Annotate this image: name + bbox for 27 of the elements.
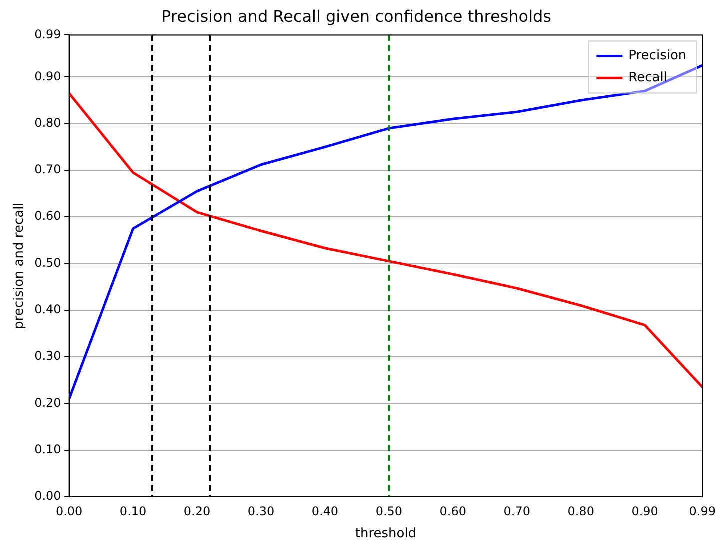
y-tick-label: 0.00 (34, 489, 62, 504)
x-tick-label: 0.30 (248, 504, 275, 518)
legend-label: Recall (628, 70, 668, 86)
x-axis-title: threshold (355, 526, 417, 542)
y-tick-label: 0.90 (34, 69, 62, 84)
y-tick-label: 0.70 (34, 162, 62, 177)
y-tick-label: 0.40 (34, 302, 62, 317)
x-tick-label: 0.99 (689, 504, 716, 518)
y-tick-label: 0.10 (34, 442, 62, 456)
x-tick-label: 0.40 (312, 504, 339, 518)
x-tick-label: 0.20 (184, 504, 211, 518)
y-tick-label: 0.20 (34, 396, 62, 410)
y-tick-label: 0.60 (34, 209, 62, 224)
chart-title: Precision and Recall given confidence thresholds (162, 6, 552, 26)
x-tick-label: 0.10 (120, 504, 147, 518)
x-tick-label: 0.80 (568, 504, 594, 518)
y-tick-label: 0.30 (34, 349, 62, 364)
x-tick-label: 0.90 (632, 504, 658, 518)
y-tick-label: 0.80 (34, 116, 62, 130)
y-tick-label: 0.99 (34, 27, 62, 42)
y-axis-title: precision and recall (12, 202, 28, 330)
y-tick-label: 0.50 (34, 256, 62, 270)
legend-label: Precision (628, 48, 687, 64)
x-tick-label: 0.00 (56, 504, 83, 518)
x-tick-label: 0.50 (376, 504, 403, 518)
x-tick-label: 0.60 (440, 504, 467, 518)
x-tick-label: 0.70 (504, 504, 530, 518)
